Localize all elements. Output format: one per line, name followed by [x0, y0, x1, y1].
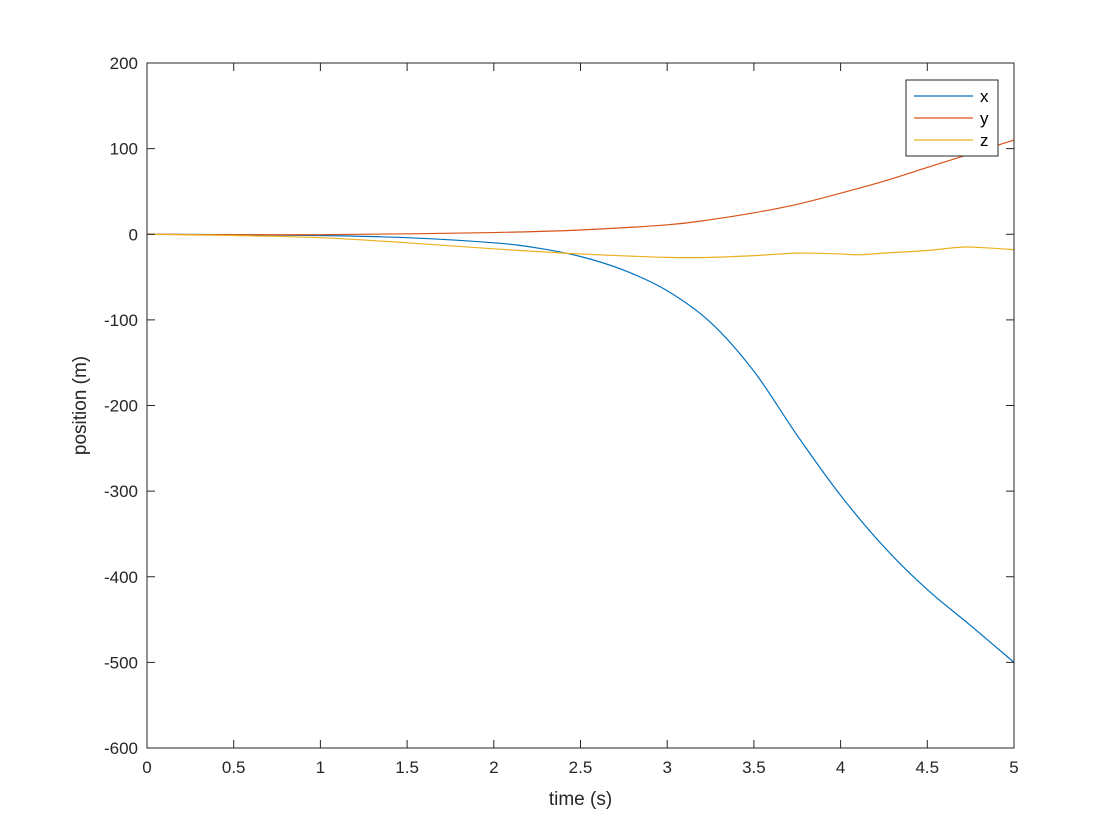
- x-tick-label: 4: [836, 758, 845, 777]
- x-tick-label: 1.5: [395, 758, 419, 777]
- legend-label-x: x: [980, 87, 989, 106]
- y-tick-label: 200: [110, 54, 138, 73]
- x-tick-label: 1: [316, 758, 325, 777]
- legend-label-z: z: [980, 131, 989, 150]
- y-axis-label: position (m): [70, 356, 91, 455]
- x-tick-label: 2.5: [569, 758, 593, 777]
- plot-area: [147, 63, 1014, 748]
- series-line-x: [146, 233, 1015, 663]
- x-tick-label: 4.5: [915, 758, 939, 777]
- x-tick-label: 0: [142, 758, 151, 777]
- series-layer: [146, 139, 1015, 663]
- y-tick-label: -500: [104, 653, 138, 672]
- y-tick-label: -600: [104, 739, 138, 758]
- y-axis-ticks: 200 100 0 -100 -200 -300 -400 -500 -600: [104, 54, 1014, 758]
- x-tick-label: 3: [662, 758, 671, 777]
- y-tick-label: 0: [129, 225, 138, 244]
- y-tick-label: -300: [104, 482, 138, 501]
- x-tick-label: 5: [1009, 758, 1018, 777]
- x-tick-label: 3.5: [742, 758, 766, 777]
- legend-label-y: y: [980, 109, 989, 128]
- legend: xyz: [905, 79, 999, 157]
- series-line-z: [146, 233, 1015, 259]
- x-axis-ticks: 0 0.5 1 1.5 2 2.5 3 3.5 4 4.5 5: [142, 63, 1019, 777]
- y-tick-label: 100: [110, 140, 138, 159]
- y-tick-label: -400: [104, 568, 138, 587]
- y-tick-label: -200: [104, 397, 138, 416]
- x-tick-label: 0.5: [222, 758, 246, 777]
- y-tick-label: -100: [104, 311, 138, 330]
- x-tick-label: 2: [489, 758, 498, 777]
- series-line-y: [146, 139, 1015, 236]
- x-axis-label: time (s): [549, 789, 612, 810]
